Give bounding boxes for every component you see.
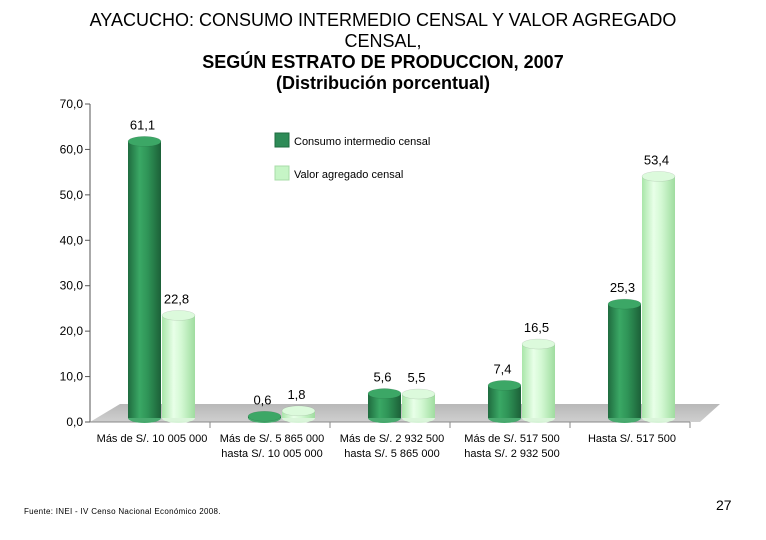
data-label-s2-c5: 53,4 <box>644 152 669 167</box>
y-tick-label: 40,0 <box>60 233 84 247</box>
data-label-s1-c2: 0,6 <box>253 392 271 407</box>
bar-s2-c5-body <box>642 176 675 418</box>
y-tick-label: 0,0 <box>66 415 83 429</box>
data-label-s1-c4: 7,4 <box>493 361 511 376</box>
page-number: 27 <box>716 497 732 513</box>
bar-s1-c2-top <box>247 411 282 422</box>
x-label-c4-l1: Más de S/. 517 500 <box>464 433 559 445</box>
data-label-s1-c3: 5,6 <box>373 370 391 385</box>
data-labels: 61,1 22,8 0,6 1,8 5,6 5,5 7,4 16,5 25,3 53,4 <box>130 117 669 407</box>
x-axis-labels: Más de S/. 10 005 000 Más de S/. 5 865 00… <box>97 433 676 460</box>
y-tick-label: 50,0 <box>60 188 84 202</box>
bars <box>127 136 676 423</box>
y-tick-label: 20,0 <box>60 324 84 338</box>
bar-s1-c3-top <box>367 388 402 399</box>
y-tick-label: 70,0 <box>60 97 84 111</box>
bar-s2-c3-top <box>401 388 436 400</box>
bar-s2-c4-top <box>521 338 556 350</box>
legend-label-s2: Valor agregado censal <box>294 169 403 181</box>
data-label-s2-c3: 5,5 <box>407 370 425 385</box>
bar-s2-c2-top <box>281 405 316 417</box>
x-label-c3-l2: hasta S/. 5 865 000 <box>344 448 439 460</box>
title-line-4: (Distribución porcentual) <box>275 73 490 93</box>
legend-swatch-s1 <box>274 132 290 148</box>
bar-s1-c2 <box>247 411 282 423</box>
data-label-s1-c1: 61,1 <box>130 117 155 132</box>
bar-s1-c1-body <box>128 141 161 418</box>
x-label-c1-l1: Más de S/. 10 005 000 <box>97 433 208 445</box>
bar-s2-c4 <box>521 338 556 423</box>
y-tick-label: 10,0 <box>60 370 84 384</box>
data-label-s2-c2: 1,8 <box>287 387 305 402</box>
data-label-s2-c1: 22,8 <box>164 291 189 306</box>
x-label-c3-l1: Más de S/. 2 932 500 <box>340 433 445 445</box>
bar-s1-c4-top <box>487 380 522 391</box>
legend-swatch-s2 <box>274 165 290 181</box>
bar-s2-c3 <box>401 388 436 423</box>
data-label-s2-c4: 16,5 <box>524 320 549 335</box>
legend-label-s1: Consumo intermedio censal <box>294 136 430 148</box>
bar-s2-c1-body <box>162 315 195 418</box>
x-label-c2-l2: hasta S/. 10 005 000 <box>221 448 323 460</box>
chart-title: AYACUCHO: CONSUMO INTERMEDIO CENSAL Y VA… <box>0 10 766 94</box>
bar-s2-c3-body <box>402 394 435 418</box>
bar-s1-c5 <box>607 298 642 423</box>
bar-s1-c1-top <box>127 136 162 147</box>
x-label-c2-l1: Más de S/. 5 865 000 <box>220 433 325 445</box>
bar-s1-c5-top <box>607 298 642 310</box>
bar-s1-c4 <box>487 380 522 423</box>
bar-s2-c1-top <box>161 310 196 321</box>
y-tick-label: 60,0 <box>60 142 84 156</box>
title-line-2: CENSAL, <box>344 31 422 51</box>
bar-s2-c5 <box>641 171 676 423</box>
x-label-c4-l2: hasta S/. 2 932 500 <box>464 448 559 460</box>
x-label-c5-l1: Hasta S/. 517 500 <box>588 433 676 445</box>
bar-s1-c3 <box>367 388 402 423</box>
bar-s2-c2 <box>281 405 316 423</box>
bar-s1-c1 <box>127 136 162 423</box>
y-axis: 0,0 10,0 20,0 30,0 40,0 50,0 60,0 70,0 <box>60 97 691 429</box>
source-note: Fuente: INEI - IV Censo Nacional Económi… <box>24 507 221 516</box>
title-line-1: AYACUCHO: CONSUMO INTERMEDIO CENSAL Y VA… <box>89 10 677 30</box>
bar-s2-c5-top <box>641 171 676 182</box>
bar-s2-c4-body <box>522 344 555 418</box>
y-tick-label: 30,0 <box>60 279 84 293</box>
bar-s1-c4-body <box>488 385 521 418</box>
title-line-3: SEGÚN ESTRATO DE PRODUCCION, 2007 <box>202 52 564 72</box>
bar-s2-c1 <box>161 310 196 423</box>
legend: Consumo intermedio censal Valor agregado … <box>274 132 430 181</box>
data-label-s1-c5: 25,3 <box>610 280 635 295</box>
bar-s1-c5-body <box>608 304 641 418</box>
